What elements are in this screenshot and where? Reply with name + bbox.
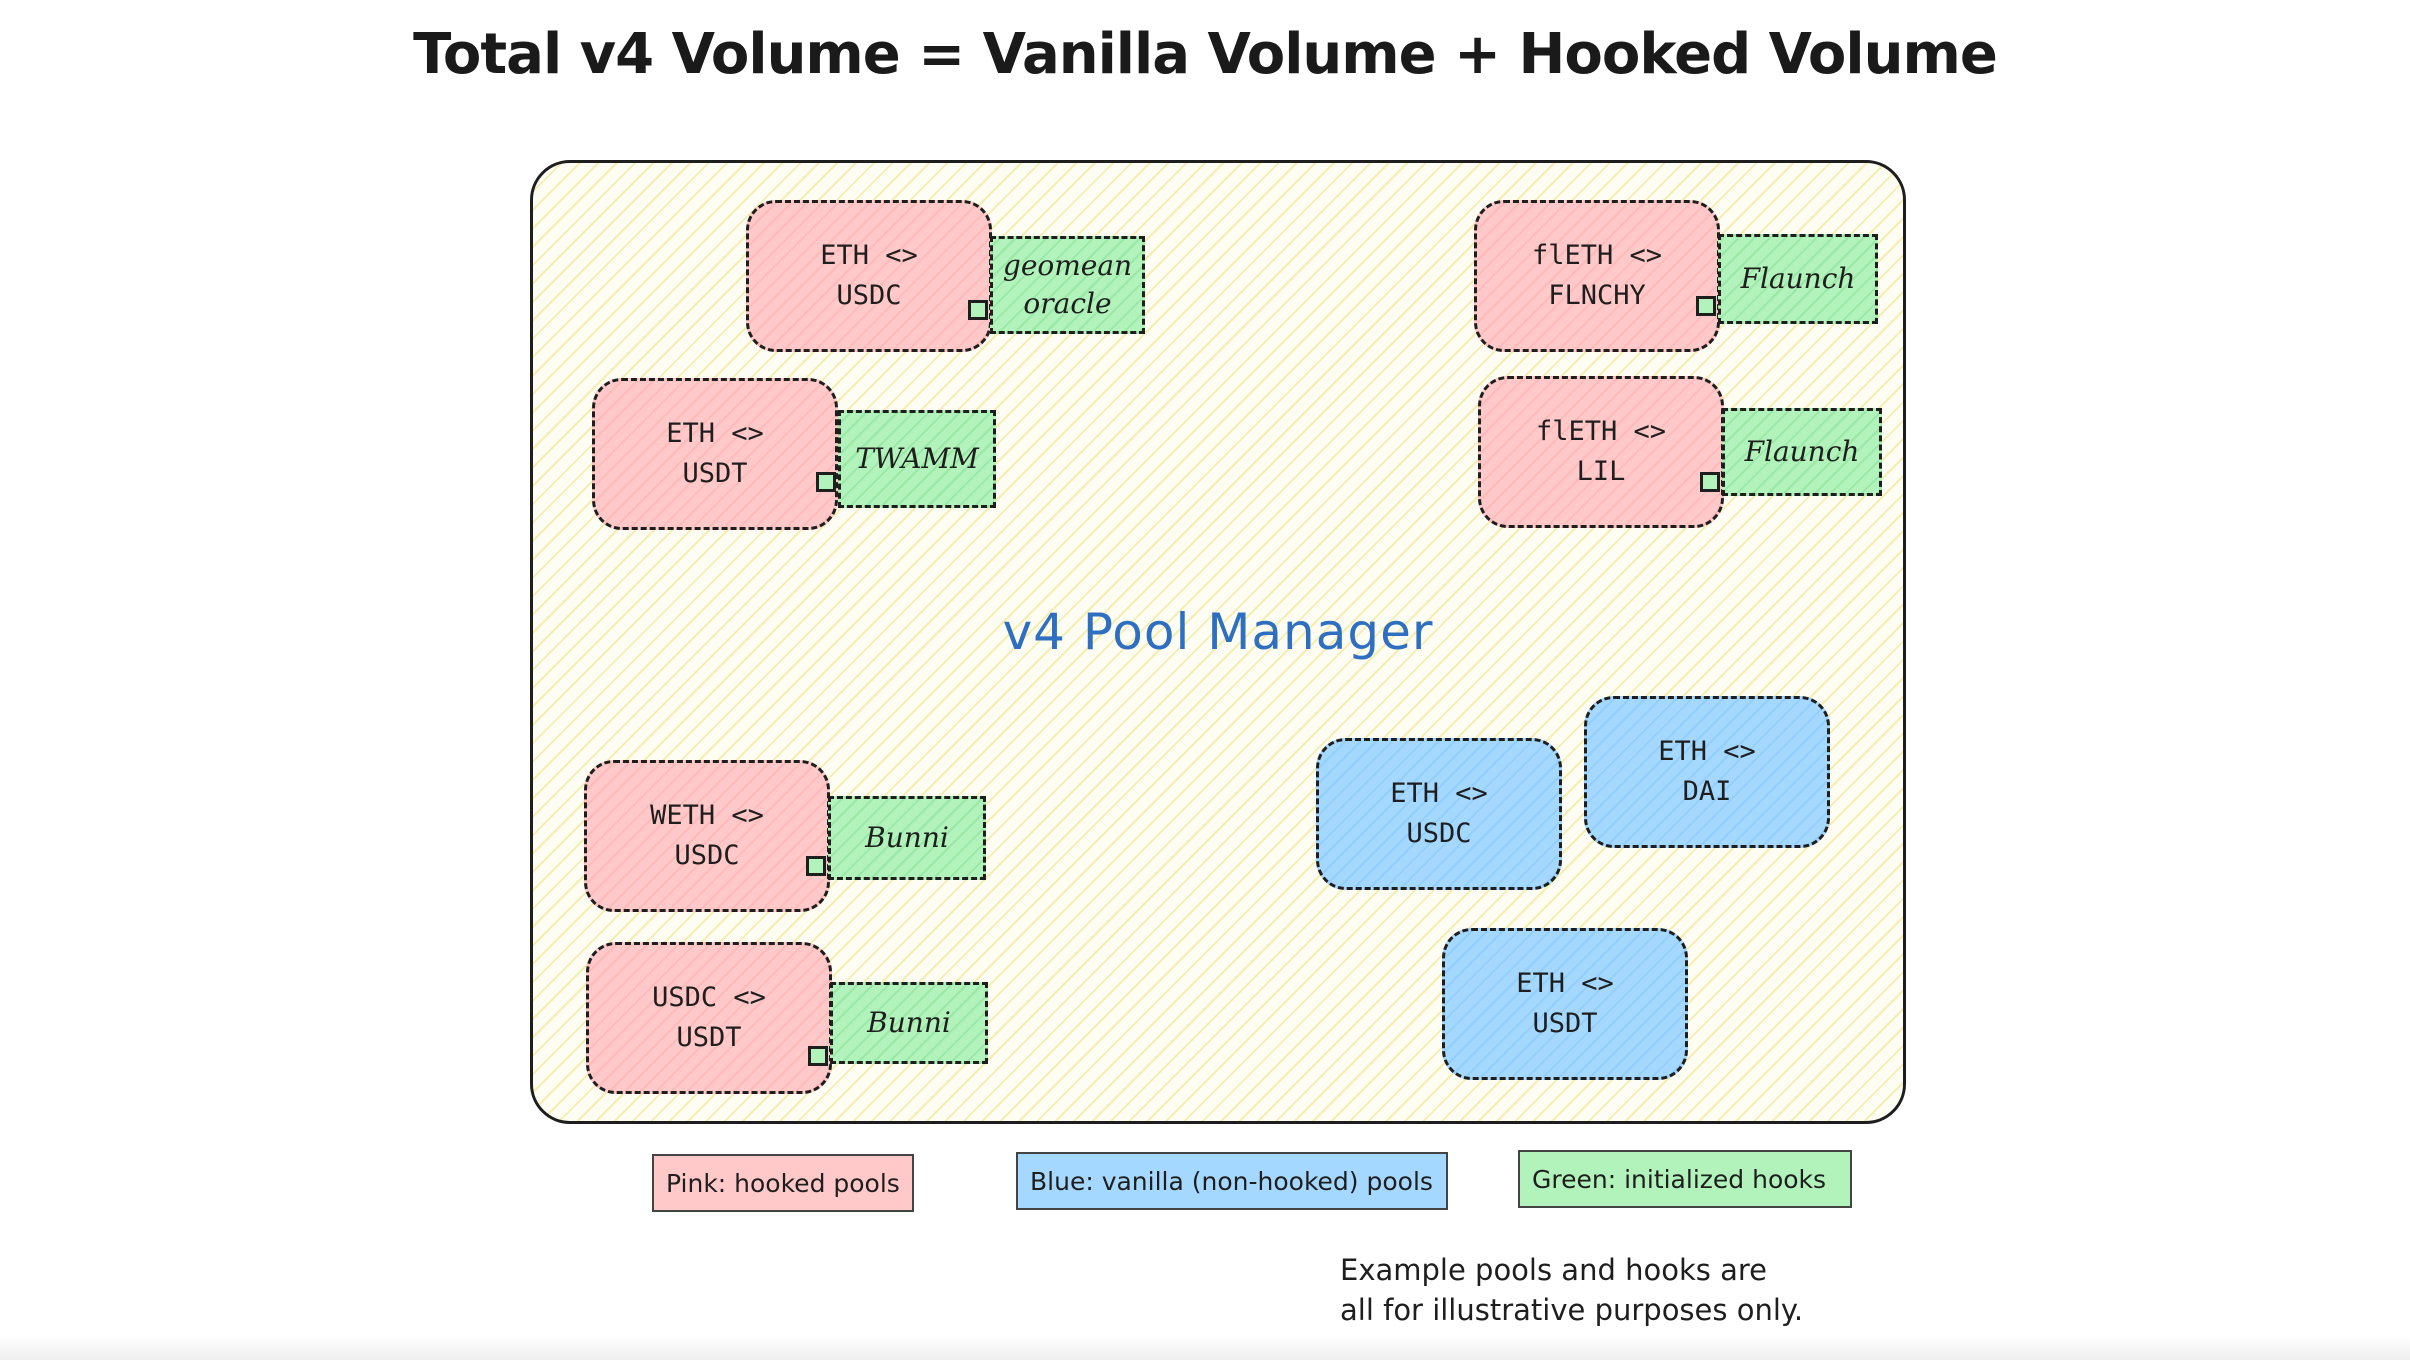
pool-label: ETH <> USDC	[820, 240, 918, 311]
legend-hooked-label: Pink: hooked pools	[666, 1168, 900, 1198]
pool-label: WETH <> USDC	[650, 800, 764, 871]
hooked-pool-fleth-lil: flETH <> LIL	[1478, 376, 1724, 528]
hook-twamm: TWAMM	[838, 410, 996, 508]
pool-label: ETH <> USDT	[666, 418, 764, 489]
hook-flaunch-2: Flaunch	[1722, 408, 1882, 496]
hook-bunni-2: Bunni	[830, 982, 988, 1064]
bottom-fade	[0, 1335, 2410, 1360]
disclaimer-note: Example pools and hooks are all for illu…	[1340, 1253, 1804, 1327]
pool-label: flETH <> LIL	[1535, 416, 1667, 487]
hook-connector	[808, 1046, 828, 1066]
hook-bunni-1: Bunni	[828, 796, 986, 880]
vanilla-pool-eth-dai: ETH <> DAI	[1584, 696, 1830, 848]
hook-label: Flaunch	[1740, 262, 1856, 295]
hook-label: Bunni	[865, 821, 949, 854]
legend-initialized-hooks: Green: initialized hooks	[1518, 1150, 1852, 1208]
legend-hooked-pools: Pink: hooked pools	[652, 1154, 914, 1212]
diagram-title: Total v4 Volume = Vanilla Volume + Hooke…	[413, 22, 1998, 87]
vanilla-pool-eth-usdc: ETH <> USDC	[1316, 738, 1562, 890]
hook-label: Bunni	[867, 1006, 951, 1039]
hook-label: TWAMM	[855, 442, 979, 475]
pool-manager-label: v4 Pool Manager	[1002, 603, 1434, 661]
hook-flaunch-1: Flaunch	[1718, 234, 1878, 324]
hook-connector	[1700, 472, 1720, 492]
legend-vanilla-label: Blue: vanilla (non-hooked) pools	[1030, 1166, 1433, 1196]
hook-label: geomean oracle	[1002, 249, 1133, 320]
hook-connector	[806, 856, 826, 876]
pool-label: ETH <> USDC	[1390, 778, 1488, 849]
hooked-pool-weth-usdc: WETH <> USDC	[584, 760, 830, 912]
vanilla-pool-eth-usdt: ETH <> USDT	[1442, 928, 1688, 1080]
hooked-pool-usdc-usdt: USDC <> USDT	[586, 942, 832, 1094]
pool-label: flETH <> FLNCHY	[1531, 240, 1663, 311]
hooked-pool-eth-usdt: ETH <> USDT	[592, 378, 838, 530]
pool-label: ETH <> USDT	[1516, 968, 1614, 1039]
hook-connector	[816, 472, 836, 492]
hooked-pool-eth-usdc: ETH <> USDC	[746, 200, 992, 352]
hook-connector	[1696, 296, 1716, 316]
hook-connector	[968, 300, 988, 320]
legend-vanilla-pools: Blue: vanilla (non-hooked) pools	[1016, 1152, 1448, 1210]
pool-label: USDC <> USDT	[652, 982, 766, 1053]
hooked-pool-fleth-flnchy: flETH <> FLNCHY	[1474, 200, 1720, 352]
legend-hooks-label: Green: initialized hooks	[1532, 1164, 1827, 1194]
hook-label: Flaunch	[1744, 435, 1860, 468]
pool-label: ETH <> DAI	[1658, 736, 1756, 807]
hook-geomean-oracle: geomean oracle	[990, 236, 1145, 334]
